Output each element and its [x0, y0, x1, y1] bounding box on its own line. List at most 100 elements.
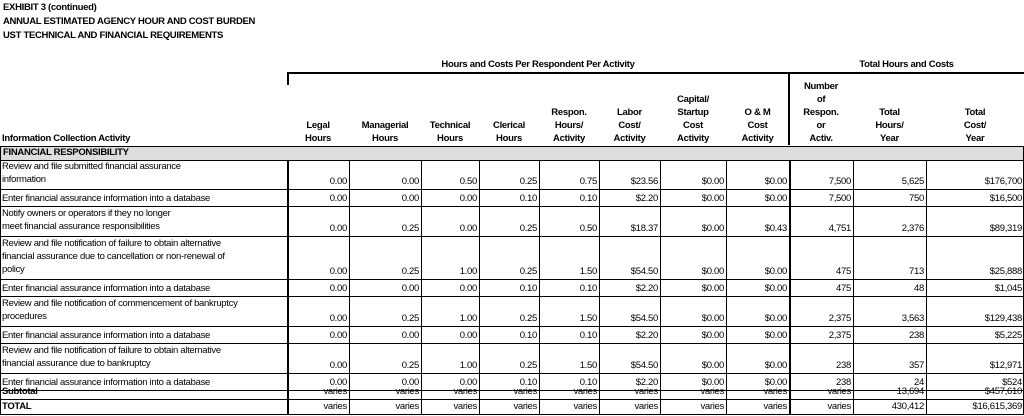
value: $0.00 [701, 377, 725, 388]
value: 7,500 [828, 193, 852, 204]
cell-border [726, 374, 727, 390]
header-line: Activity [613, 133, 646, 144]
value: varies [763, 386, 787, 397]
value-cell: 0.00 [421, 190, 479, 206]
activity-line: Review and file notification of commence… [2, 298, 238, 309]
cell-border [789, 297, 791, 326]
value: varies [323, 386, 347, 397]
cell-border [726, 190, 727, 206]
header-line: O & M [744, 107, 771, 118]
column-header: O & M Cost Activity [726, 74, 789, 146]
row-border [0, 414, 1024, 415]
cell-border [421, 344, 422, 373]
value-cell: 0.25 [349, 297, 421, 326]
value-cell: 0.00 [421, 207, 479, 236]
cell-border [599, 237, 600, 279]
value: 0.25 [401, 266, 420, 277]
value-cell: $0.00 [660, 327, 726, 343]
value-cell: 0.25 [479, 297, 539, 326]
value: $0.00 [764, 377, 788, 388]
value: 1.50 [579, 360, 598, 371]
header-line: Activity [677, 133, 709, 144]
cell-border [853, 207, 854, 236]
header-line: Hours/ [875, 120, 904, 131]
cell-border [926, 237, 927, 279]
cell-border [926, 344, 927, 373]
value: $0.00 [701, 176, 725, 187]
value: varies [634, 401, 658, 412]
value: $0.00 [764, 283, 788, 294]
cell-border [599, 374, 600, 390]
value-cell: 0.25 [479, 344, 539, 373]
value-cell: varies [599, 385, 660, 399]
bracket [788, 72, 790, 145]
cell-border [479, 190, 480, 206]
value-cell: 238 [853, 327, 926, 343]
value: $5,225 [994, 330, 1023, 341]
value: 0.00 [459, 193, 478, 204]
value: varies [763, 401, 787, 412]
value-cell: $2.20 [599, 327, 660, 343]
header-line: Respon. [551, 107, 587, 118]
cell-border [926, 374, 927, 390]
column-header: Clerical Hours [479, 74, 539, 146]
value: 713 [909, 266, 924, 277]
value: $2.20 [635, 283, 659, 294]
activity-line: TOTAL [2, 401, 32, 412]
value-cell: $23.56 [599, 160, 660, 189]
value-cell: $25,888 [926, 237, 1024, 279]
cell-border [539, 297, 540, 326]
activity-line: Review and file submitted financial assu… [2, 161, 181, 172]
cell-border [660, 385, 661, 399]
cell-border [287, 297, 289, 326]
group-header: Total Hours and Costs [859, 59, 954, 70]
value-cell: $89,319 [926, 207, 1024, 236]
activity-line: Notify owners or operators if they no lo… [2, 208, 171, 219]
value: 48 [914, 283, 924, 294]
activity-cell: Enter financial assurance information in… [0, 327, 287, 343]
value-cell: 0.10 [479, 280, 539, 296]
cell-border [853, 344, 854, 373]
row-border [0, 279, 1024, 280]
activity-line: procedures [2, 311, 47, 322]
bracket [287, 72, 1024, 74]
value: 0.00 [329, 360, 348, 371]
value-cell: varies [421, 385, 479, 399]
value-cell: $524 [926, 374, 1024, 390]
value: $0.00 [701, 313, 725, 324]
value: 0.00 [329, 266, 348, 277]
cell-border [0, 374, 1, 390]
value: 4,751 [828, 223, 852, 234]
value-cell: 0.00 [421, 280, 479, 296]
value: 0.10 [579, 377, 598, 388]
cell-border [660, 207, 661, 236]
value-cell: varies [726, 385, 789, 399]
value: $25,888 [989, 266, 1023, 277]
cell-border [539, 207, 540, 236]
cell-border [479, 327, 480, 343]
value: 475 [836, 266, 851, 277]
value: $0.00 [701, 223, 725, 234]
value: $16,615,369 [972, 401, 1022, 412]
cell-border [349, 385, 350, 399]
value: varies [573, 401, 597, 412]
value-cell: 0.75 [539, 160, 599, 189]
cell-border [539, 400, 540, 414]
value: $54.50 [630, 313, 659, 324]
column-header: Managerial Hours [349, 74, 421, 146]
header-line: Information Collection Activity [2, 133, 131, 144]
header-line: Hours [372, 133, 398, 144]
value: varies [395, 386, 419, 397]
row-border [0, 399, 1024, 400]
activity-line: policy [2, 264, 25, 275]
header-line: Total [879, 107, 900, 118]
header-line: Labor [617, 107, 642, 118]
value-cell: $0.00 [660, 160, 726, 189]
value: varies [827, 401, 851, 412]
column-header: Respon. Hours/Activity [539, 74, 599, 146]
value-cell: 238 [789, 374, 853, 390]
header-line: of [816, 94, 826, 105]
value-cell: 0.00 [287, 344, 349, 373]
value: 0.00 [401, 193, 420, 204]
value-cell: 1.50 [539, 237, 599, 279]
